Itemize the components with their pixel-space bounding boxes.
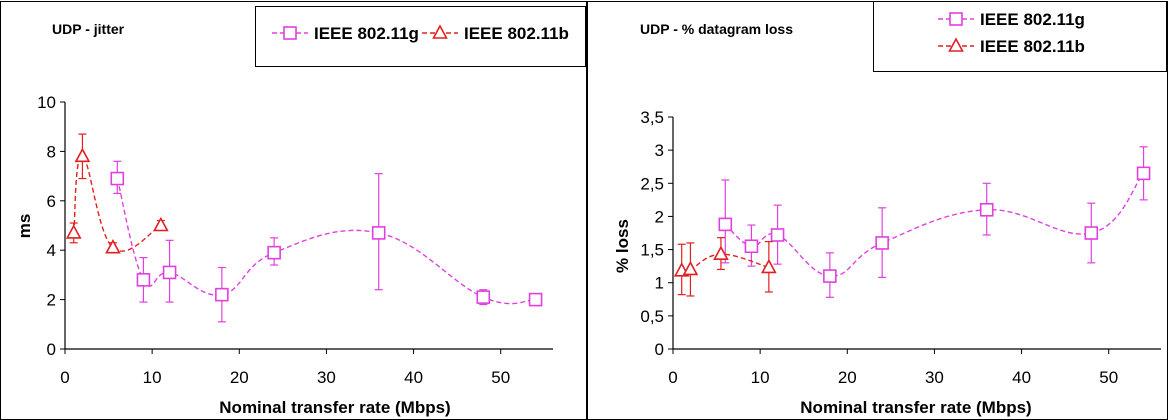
x-tick-label: 20: [230, 368, 249, 387]
x-tick-label: 0: [60, 368, 69, 387]
legend-marker: [948, 37, 964, 52]
data-point: [528, 292, 543, 307]
x-tick-label: 30: [317, 368, 336, 387]
y-tick-label: 2,5: [640, 174, 664, 193]
series-ieee-80211b: [65, 133, 169, 254]
data-point: [744, 239, 759, 254]
x-tick-label: 40: [1012, 368, 1031, 387]
x-tick-label: 10: [143, 368, 162, 387]
y-tick-label: 8: [47, 142, 56, 161]
legend-label: IEEE 802.11g: [314, 24, 419, 43]
y-tick-label: 3,5: [640, 108, 664, 127]
data-point: [770, 228, 785, 242]
legend-label: IEEE 802.11g: [980, 10, 1085, 29]
legend: IEEE 802.11g IEEE 802.11b: [873, 1, 1167, 72]
chart-title: UDP - jitter: [52, 21, 125, 37]
legend-item: IEEE 802.11g: [938, 10, 1085, 29]
y-axis-label: % loss: [613, 219, 632, 273]
data-point: [718, 217, 733, 232]
x-axis-label: Nominal transfer rate (Mbps): [800, 398, 1031, 417]
y-tick-label: 2: [655, 207, 664, 226]
legend-marker: [432, 24, 448, 39]
legend-marker: [949, 12, 963, 26]
series-ieee-80211g: [110, 160, 543, 323]
y-tick-label: 2: [47, 291, 56, 310]
data-point: [74, 147, 91, 163]
y-tick-label: 10: [37, 93, 56, 112]
data-point: [476, 290, 491, 304]
legend-item: IEEE 802.11b: [422, 24, 569, 43]
y-tick-label: 3: [655, 141, 664, 160]
chart-panel-2: 0 0,5 1 1,5 2 2,5 3 3,5 0 10 20 30 40 50 Nominal trans…: [587, 1, 1168, 420]
y-tick-label: 0: [47, 340, 56, 359]
data-point: [1084, 226, 1099, 240]
data-point: [823, 269, 837, 283]
y-tick-label: 6: [47, 192, 56, 211]
y-tick-label: 0,5: [640, 307, 664, 326]
series-line: [724, 172, 1145, 277]
legend-marker: [283, 26, 297, 40]
legend-label: IEEE 802.11b: [980, 37, 1085, 56]
legend-item: IEEE 802.11b: [938, 37, 1085, 56]
x-axis-label: Nominal transfer rate (Mbps): [219, 398, 450, 417]
x-tick-label: 40: [404, 368, 423, 387]
y-axis-label: ms: [15, 214, 34, 239]
data-point: [761, 258, 777, 274]
data-point: [153, 216, 169, 232]
x-tick-label: 50: [491, 368, 510, 387]
data-point: [267, 245, 281, 260]
x-tick-label: 20: [838, 368, 857, 387]
data-point: [105, 239, 121, 254]
data-point: [682, 260, 699, 276]
series-ieee-80211g: [718, 146, 1151, 298]
data-point: [1136, 166, 1151, 181]
series-ieee-80211b: [673, 237, 777, 297]
data-point: [371, 226, 386, 240]
y-tick-label: 0: [655, 340, 664, 359]
data-point: [979, 203, 994, 217]
legend-box: [873, 1, 1167, 72]
data-point: [65, 224, 82, 239]
data-point: [110, 171, 125, 186]
legend-box: [255, 6, 586, 67]
series-line: [116, 178, 536, 305]
chart-title: UDP - % datagram loss: [640, 21, 793, 37]
x-tick-label: 10: [751, 368, 770, 387]
legend-label: IEEE 802.11b: [464, 24, 569, 43]
legend: IEEE 802.11g IEEE 802.11b: [255, 6, 586, 67]
y-tick-label: 1: [655, 274, 664, 293]
x-tick-label: 50: [1099, 368, 1118, 387]
y-tick-label: 1,5: [640, 241, 664, 260]
data-point: [215, 287, 229, 302]
chart-panel-1: 0 2 4 6 8 10 0 10 20 30 40 50 Nominal transfer rate …: [0, 1, 587, 420]
x-tick-label: 30: [925, 368, 944, 387]
series-line: [73, 155, 162, 252]
data-point: [162, 265, 177, 280]
legend-item: IEEE 802.11g: [272, 24, 419, 43]
data-point: [713, 245, 729, 261]
data-point: [136, 273, 151, 287]
x-tick-label: 0: [668, 368, 677, 387]
data-point: [875, 236, 889, 250]
y-tick-label: 4: [47, 241, 56, 260]
